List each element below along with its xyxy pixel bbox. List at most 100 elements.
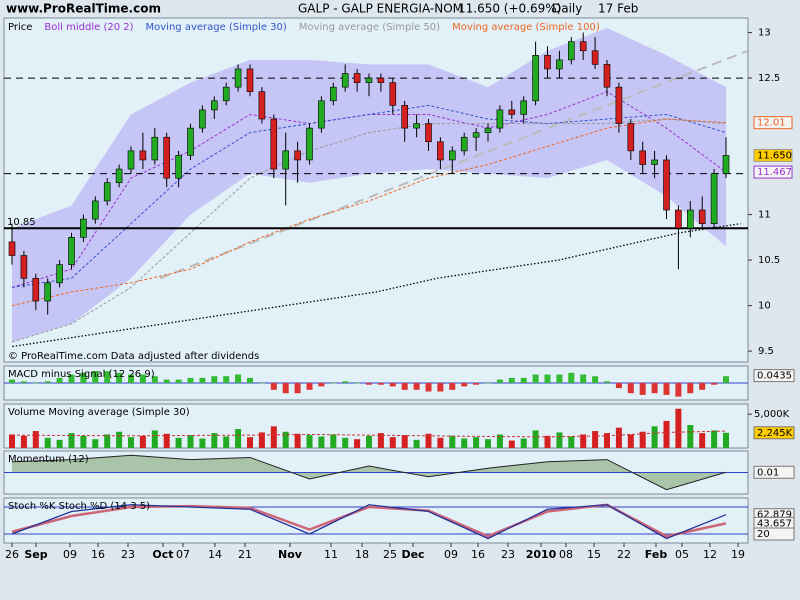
x-tick-label: 23 (121, 548, 135, 561)
site: www.ProRealTime.com (6, 2, 161, 16)
candle-body (591, 50, 599, 65)
macd-bar (56, 377, 63, 383)
macd-bar (330, 383, 337, 384)
volume-bar (128, 437, 134, 448)
macd-bar (151, 376, 158, 383)
x-tick-label: 26 (5, 548, 19, 561)
volume-bar (711, 430, 718, 448)
candle-body (115, 168, 123, 184)
x-tick-label: 07 (176, 548, 190, 561)
title: GALP - GALP ENERGIA-NOM (298, 2, 463, 16)
candle-body (246, 68, 254, 93)
volume-bar (330, 434, 337, 448)
candle-body (579, 41, 587, 52)
candle-body (92, 200, 99, 220)
macd-bar (580, 374, 587, 383)
macd-bar (723, 376, 729, 383)
volume-average (11, 430, 727, 438)
candle-body (222, 86, 230, 102)
volume-bar (247, 437, 253, 448)
x-tick-label: 09 (444, 548, 458, 561)
volume-bar (604, 433, 610, 448)
candle-body (329, 86, 337, 102)
macd-bar (711, 383, 718, 385)
candle-body (603, 64, 611, 88)
badge-label: 0.0435 (757, 371, 792, 382)
macd-bar (568, 372, 575, 383)
candle-body (294, 150, 301, 161)
volume-bar (151, 430, 158, 448)
x-tick-label: 15 (587, 548, 601, 561)
macd-bar (663, 383, 670, 395)
support-label: 10.85 (7, 217, 36, 228)
volume-bar (294, 433, 301, 448)
x-tick-label: 16 (91, 548, 105, 561)
trendline (159, 49, 748, 280)
volume-bar (56, 439, 63, 448)
candle-body (627, 123, 635, 152)
badge-label: 20 (757, 529, 770, 540)
badge-label: 2,245K (757, 428, 793, 439)
candle-body (68, 237, 75, 265)
candle-body (341, 73, 349, 88)
x-tick-label: 22 (617, 548, 631, 561)
macd-bar (223, 376, 230, 383)
y-tick-label: 12.5 (758, 73, 780, 84)
candle-body (496, 109, 504, 129)
volume-bar (342, 437, 349, 448)
x-tick-label: 19 (731, 548, 745, 561)
legend-item: Moving average (Simple 50) (299, 22, 440, 33)
x-tick-label: Feb (645, 548, 668, 561)
x-tick-label: 12 (703, 548, 717, 561)
candle-body (413, 123, 420, 129)
volume-bar (366, 435, 372, 448)
macd-bar (485, 383, 491, 384)
candle-body (234, 68, 242, 88)
candle-body (389, 82, 397, 106)
candle-body (425, 123, 432, 143)
x-tick-label: Oct (152, 548, 173, 561)
volume-bar (449, 435, 456, 448)
candle-body (532, 55, 539, 102)
candle-body (258, 91, 266, 120)
x-tick-label: 25 (383, 548, 397, 561)
candle-body (8, 241, 16, 256)
volume-bar (675, 408, 682, 448)
volume-bar (282, 431, 289, 448)
moving-average (11, 104, 727, 288)
volume-bar (687, 424, 694, 448)
volume-bar (651, 426, 658, 448)
y-tick-label: 9.5 (758, 346, 774, 357)
x-tick-label: 18 (355, 548, 369, 561)
main-plot (4, 28, 748, 348)
price-badge-label: 11.467 (757, 167, 792, 178)
macd-bar (556, 374, 563, 383)
x-tick-label: 16 (471, 548, 485, 561)
volume-bar (116, 431, 123, 448)
volume-bar (615, 427, 622, 448)
volume-bar (496, 434, 503, 448)
candle-body (508, 109, 516, 115)
legend-item: Moving average (Simple 30) (146, 22, 287, 33)
volume-bar (354, 439, 361, 448)
macd-bar (247, 377, 253, 383)
volume-bar (699, 433, 706, 448)
price-badge (753, 116, 793, 130)
candle-body (686, 209, 694, 229)
volume-bar (580, 434, 587, 448)
candle-body (520, 100, 528, 115)
volume-bar (663, 420, 670, 448)
badge (753, 426, 795, 440)
candle-body (175, 155, 182, 179)
candle-body (401, 105, 409, 129)
macd-bar (413, 383, 420, 390)
macd-bar (401, 383, 408, 390)
volume-bar (187, 435, 194, 448)
macd-bar (199, 377, 206, 383)
candle-body (377, 77, 385, 83)
macd-bar (354, 383, 361, 384)
volume-bar (306, 435, 313, 448)
candle-body (20, 255, 28, 279)
badge-label: 43.657 (757, 518, 792, 529)
volume-bar (520, 438, 527, 448)
